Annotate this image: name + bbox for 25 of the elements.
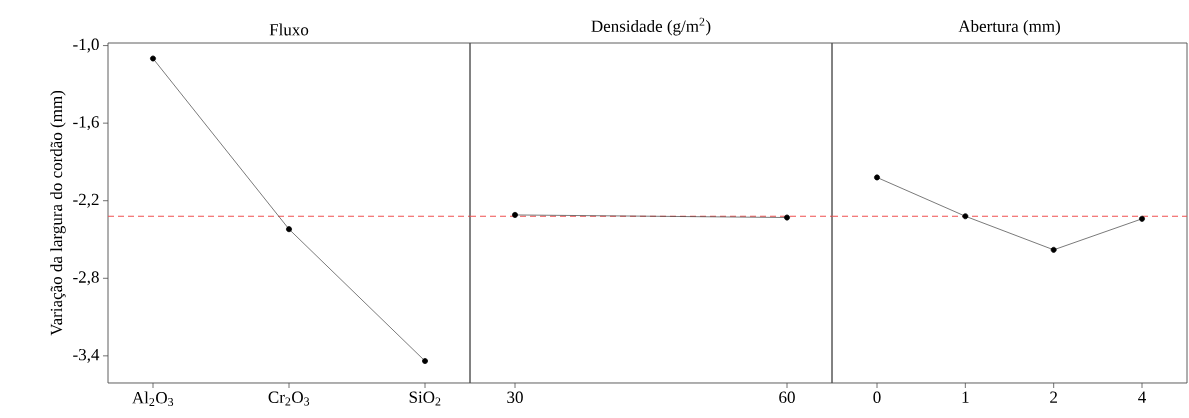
point [874,174,880,181]
point [286,226,292,233]
x-tick-label: 30 [507,391,523,404]
y-tick-label: -1,0 [73,38,99,53]
y-tick-label: -2,8 [73,271,99,286]
y-tick-label: -2,2 [73,193,99,208]
y-tick-label: -1,6 [73,116,99,131]
y-axis-title: Variação da largura do cordão (mm) [50,90,66,336]
x-tick-label: SiO$_{2}$ [409,391,441,406]
point [962,213,969,220]
x-tick-label: 1 [962,391,969,403]
x-tick-label: 2 [1050,391,1057,403]
x-tick-label: Cr$_{2}$O$_{3}$ [268,391,310,406]
x-tick-label: 60 [779,391,795,404]
x-tick-label: 0 [873,391,881,404]
chart-title: Abertura (mm) [958,20,1060,36]
point [1139,215,1145,222]
chart-title: Fluxo [269,23,309,36]
x-tick-label: Al$_{2}$O$_{3}$ [132,391,174,407]
y-tick-label: -3,4 [73,348,100,363]
point [150,55,156,62]
x-tick-label: 4 [1138,391,1146,403]
point [422,358,428,364]
chart-title: Densidade (g/m$^{2}$) [591,17,711,36]
point [1050,246,1057,253]
